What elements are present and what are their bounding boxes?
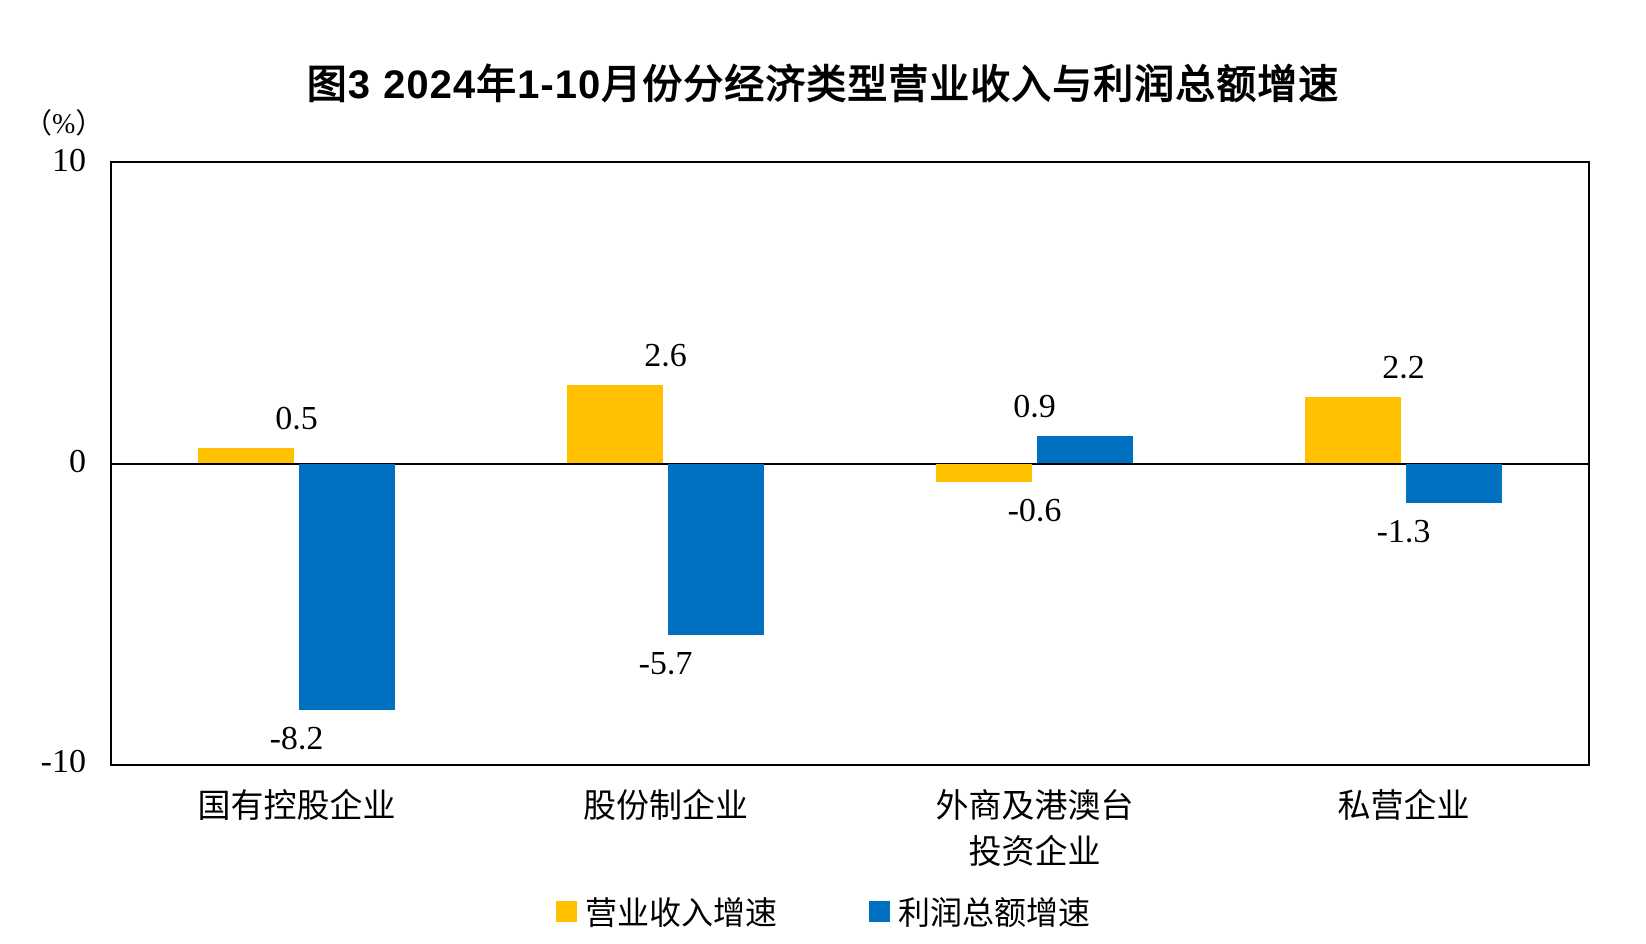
bar-value-label-revenue-growth-3: 2.2 [1382, 349, 1425, 387]
legend-item-revenue-growth: 营业收入增速 [555, 888, 777, 934]
legend: 营业收入增速 利润总额增速 [0, 888, 1646, 934]
bar-revenue-growth-2 [936, 463, 1032, 482]
bar-profit-growth-1 [668, 463, 764, 635]
zero-axis-line [112, 462, 1588, 465]
bar-revenue-growth-1 [567, 385, 663, 464]
x-category-label-2: 外商及港澳台 投资企业 [935, 789, 1134, 871]
x-category-label-3: 私营企业 [1337, 789, 1470, 825]
bar-value-label-profit-growth-2: 0.9 [1013, 388, 1056, 426]
y-axis-unit-label: （%） [24, 109, 104, 140]
legend-label-profit-growth: 利润总额增速 [898, 895, 1091, 931]
legend-item-profit-growth: 利润总额增速 [869, 888, 1090, 934]
y-tick-label-10: 10 [52, 142, 86, 179]
bar-value-label-revenue-growth-0: 0.5 [275, 400, 318, 438]
bar-revenue-growth-3 [1305, 397, 1401, 464]
bar-value-label-profit-growth-1: -5.7 [638, 644, 693, 682]
chart-title: 图3 2024年1-10月份分经济类型营业收入与利润总额增速 [306, 63, 1340, 107]
bar-value-label-revenue-growth-2: -0.6 [1007, 491, 1062, 529]
legend-swatch-revenue-growth [555, 900, 577, 922]
y-tick-label-0: 0 [69, 442, 86, 480]
y-tick-label--10: -10 [40, 743, 86, 780]
bar-revenue-growth-0 [198, 448, 294, 464]
bar-profit-growth-3 [1406, 463, 1502, 503]
legend-swatch-profit-growth [869, 900, 890, 922]
bar-value-label-profit-growth-0: -8.2 [269, 719, 324, 757]
plot-area: 0.5 2.6 -0.6 2.2 -8.2 -5.7 0.9 -1.3 [110, 161, 1590, 766]
bar-value-label-profit-growth-3: -1.3 [1376, 512, 1431, 550]
x-category-label-1: 股份制企业 [583, 789, 748, 825]
x-category-label-0: 国有控股企业 [197, 789, 396, 825]
bar-profit-growth-0 [299, 463, 395, 710]
bar-profit-growth-2 [1037, 436, 1133, 464]
legend-label-revenue-growth: 营业收入增速 [584, 895, 777, 931]
bar-value-label-revenue-growth-1: 2.6 [644, 337, 687, 375]
